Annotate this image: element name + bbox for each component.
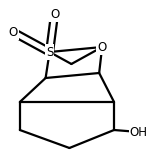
Text: OH: OH xyxy=(130,126,148,138)
Text: O: O xyxy=(50,8,59,20)
Text: S: S xyxy=(46,45,53,59)
Text: O: O xyxy=(98,41,107,53)
Text: O: O xyxy=(8,26,18,38)
